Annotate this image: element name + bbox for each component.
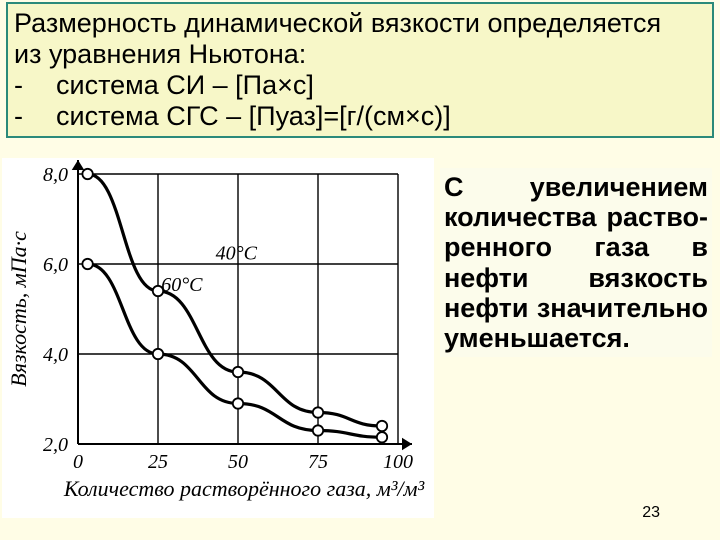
summary-text: С увеличением количества раство-ренного … [444,172,708,353]
svg-text:40°C: 40°C [216,243,258,265]
viscosity-chart: 40°C 60°C 0 25 50 75 100 2,0 4,0 6,0 8,0 Количество… [2,158,434,518]
text-bullet-2: -система СГС – [Пуаз]=[г/(см×с)] [14,101,706,132]
text-line-2: из уравнения Ньютона: [14,39,706,70]
svg-text:6,0: 6,0 [43,254,68,276]
svg-text:60°C: 60°C [161,274,203,296]
svg-text:100: 100 [383,451,413,473]
definition-text-box: Размерность динамической вязкости опреде… [6,2,714,138]
svg-text:4,0: 4,0 [43,344,68,366]
svg-text:50: 50 [228,451,248,473]
svg-text:25: 25 [148,451,168,473]
svg-text:8,0: 8,0 [43,164,68,186]
svg-text:Вязкость, мПа·с: Вязкость, мПа·с [6,231,31,387]
text-bullet-1: -система СИ – [Па×с] [14,70,706,101]
svg-text:Количество растворённого газа,: Количество растворённого газа, м³/м³ [63,476,425,501]
summary-text-box: С увеличением количества раство-ренного … [440,168,712,357]
svg-text:0: 0 [73,451,83,473]
page-number: 23 [642,504,660,522]
text-line-1: Размерность динамической вязкости опреде… [14,8,706,39]
svg-text:2,0: 2,0 [43,434,68,456]
svg-text:75: 75 [308,451,328,473]
